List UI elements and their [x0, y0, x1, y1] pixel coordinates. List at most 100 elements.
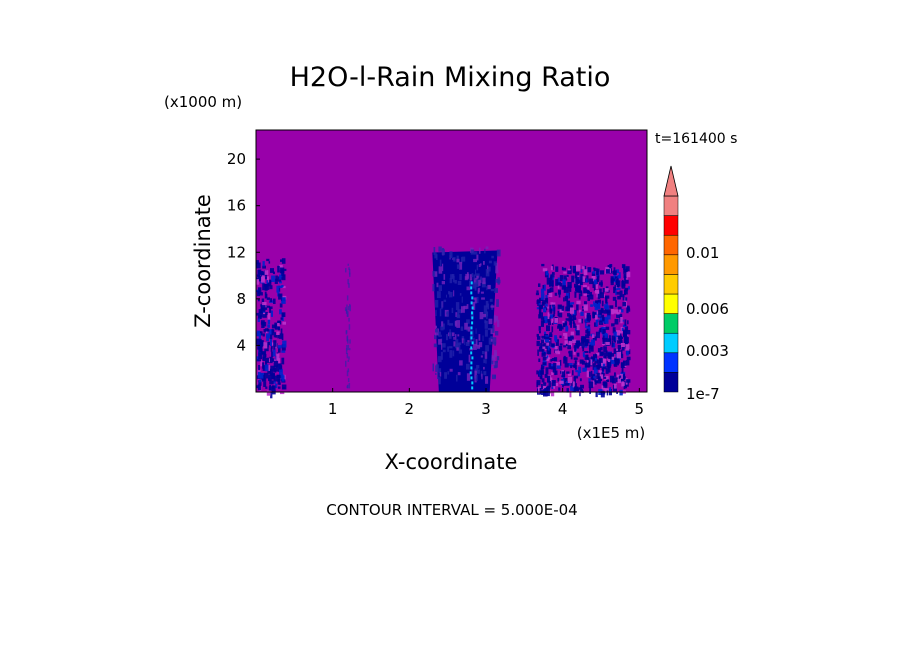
rain-streak	[457, 372, 461, 376]
rain-cell	[551, 326, 554, 333]
rain-streak	[490, 336, 493, 339]
rain-cell	[613, 267, 616, 273]
rain-cell	[582, 276, 585, 282]
rain-cell	[624, 275, 627, 281]
rain-streak	[440, 351, 443, 360]
y-tick-label: 8	[236, 290, 246, 308]
rain-cell	[261, 305, 266, 312]
rain-cell	[278, 382, 281, 385]
rain-cell	[616, 348, 618, 351]
rain-cell	[580, 273, 584, 280]
rain-cell	[610, 268, 612, 274]
rain-cell	[275, 365, 279, 372]
rain-streak	[457, 309, 460, 318]
rain-cell	[614, 358, 620, 362]
plot-area	[255, 129, 648, 399]
rain-streak	[485, 345, 490, 352]
rain-cell	[542, 300, 547, 305]
rain-cell	[546, 325, 550, 332]
rain-cell	[624, 385, 627, 389]
rain-streak	[439, 259, 442, 266]
rain-cell	[279, 333, 283, 339]
rain-cell	[256, 356, 260, 362]
rain-cell	[265, 357, 269, 363]
rain-cell	[593, 336, 597, 341]
rain-cell	[585, 363, 590, 368]
rain-cell	[626, 360, 630, 366]
rain-cell	[270, 339, 272, 347]
rain-streak	[449, 329, 451, 332]
rain-cell	[570, 385, 574, 391]
rain-streak	[469, 274, 473, 281]
rain-cell	[567, 307, 570, 312]
rain-cell	[535, 292, 539, 296]
rain-cell	[569, 322, 572, 326]
rain-cell	[566, 300, 571, 308]
rain-cell	[603, 310, 608, 314]
rain-cell	[258, 365, 260, 371]
rain-cell	[620, 349, 623, 356]
rain-max-core	[471, 316, 474, 320]
rain-cell	[540, 339, 545, 344]
rain-cell	[564, 295, 569, 302]
rain-cell	[610, 278, 614, 286]
rain-cell	[548, 363, 552, 370]
rain-cell	[583, 269, 588, 275]
rain-streak	[452, 275, 455, 283]
rain-cell	[594, 371, 597, 378]
rain-cell	[562, 267, 567, 271]
rain-streak	[347, 359, 350, 362]
rain-cell	[595, 319, 598, 326]
rain-cell	[580, 279, 583, 285]
rain-streak	[435, 372, 437, 375]
rain-cell	[573, 268, 576, 274]
rain-cell	[582, 345, 585, 352]
rain-streak	[461, 256, 466, 262]
x-tick-label: 1	[328, 400, 338, 418]
rain-cell	[271, 329, 274, 336]
rain-cell	[553, 307, 556, 315]
rain-streak	[496, 356, 500, 361]
rain-cell	[614, 334, 617, 341]
rain-cell	[606, 315, 611, 320]
rain-streak	[488, 260, 492, 264]
rain-cell	[567, 282, 572, 289]
rain-cell	[584, 365, 587, 372]
rain-cell	[606, 379, 610, 382]
rain-cell	[616, 330, 621, 336]
rain-cell	[551, 386, 555, 389]
rain-streak	[473, 297, 476, 300]
rain-cell	[584, 322, 587, 329]
rain-cell	[266, 280, 269, 284]
rain-cell	[596, 364, 600, 370]
rain-cell	[570, 365, 573, 369]
rain-max-core	[470, 366, 473, 370]
rain-cell	[269, 306, 273, 309]
rain-cell	[577, 282, 580, 286]
rain-cell	[597, 314, 601, 317]
rain-cell	[545, 367, 549, 375]
rain-cell	[265, 312, 268, 316]
rain-cell	[605, 295, 610, 299]
rain-cell	[281, 285, 286, 289]
rain-streak	[347, 368, 350, 373]
rain-cell	[576, 300, 581, 305]
rain-cell	[619, 375, 622, 378]
rain-cell	[592, 373, 596, 377]
rain-cell	[276, 331, 280, 335]
rain-streak	[494, 361, 498, 368]
rain-cell	[539, 387, 542, 395]
rain-streak	[486, 311, 488, 320]
rain-cell	[544, 298, 548, 302]
rain-cell	[604, 375, 609, 380]
rain-cell	[593, 301, 595, 307]
rain-streak	[457, 334, 460, 337]
rain-cell	[542, 346, 546, 349]
rain-streak	[463, 305, 468, 310]
rain-cell	[584, 341, 589, 347]
rain-cell	[262, 333, 265, 337]
rain-streak	[438, 377, 441, 385]
rain-cell	[592, 357, 595, 362]
rain-cell	[546, 277, 552, 285]
rain-streak	[447, 371, 450, 375]
